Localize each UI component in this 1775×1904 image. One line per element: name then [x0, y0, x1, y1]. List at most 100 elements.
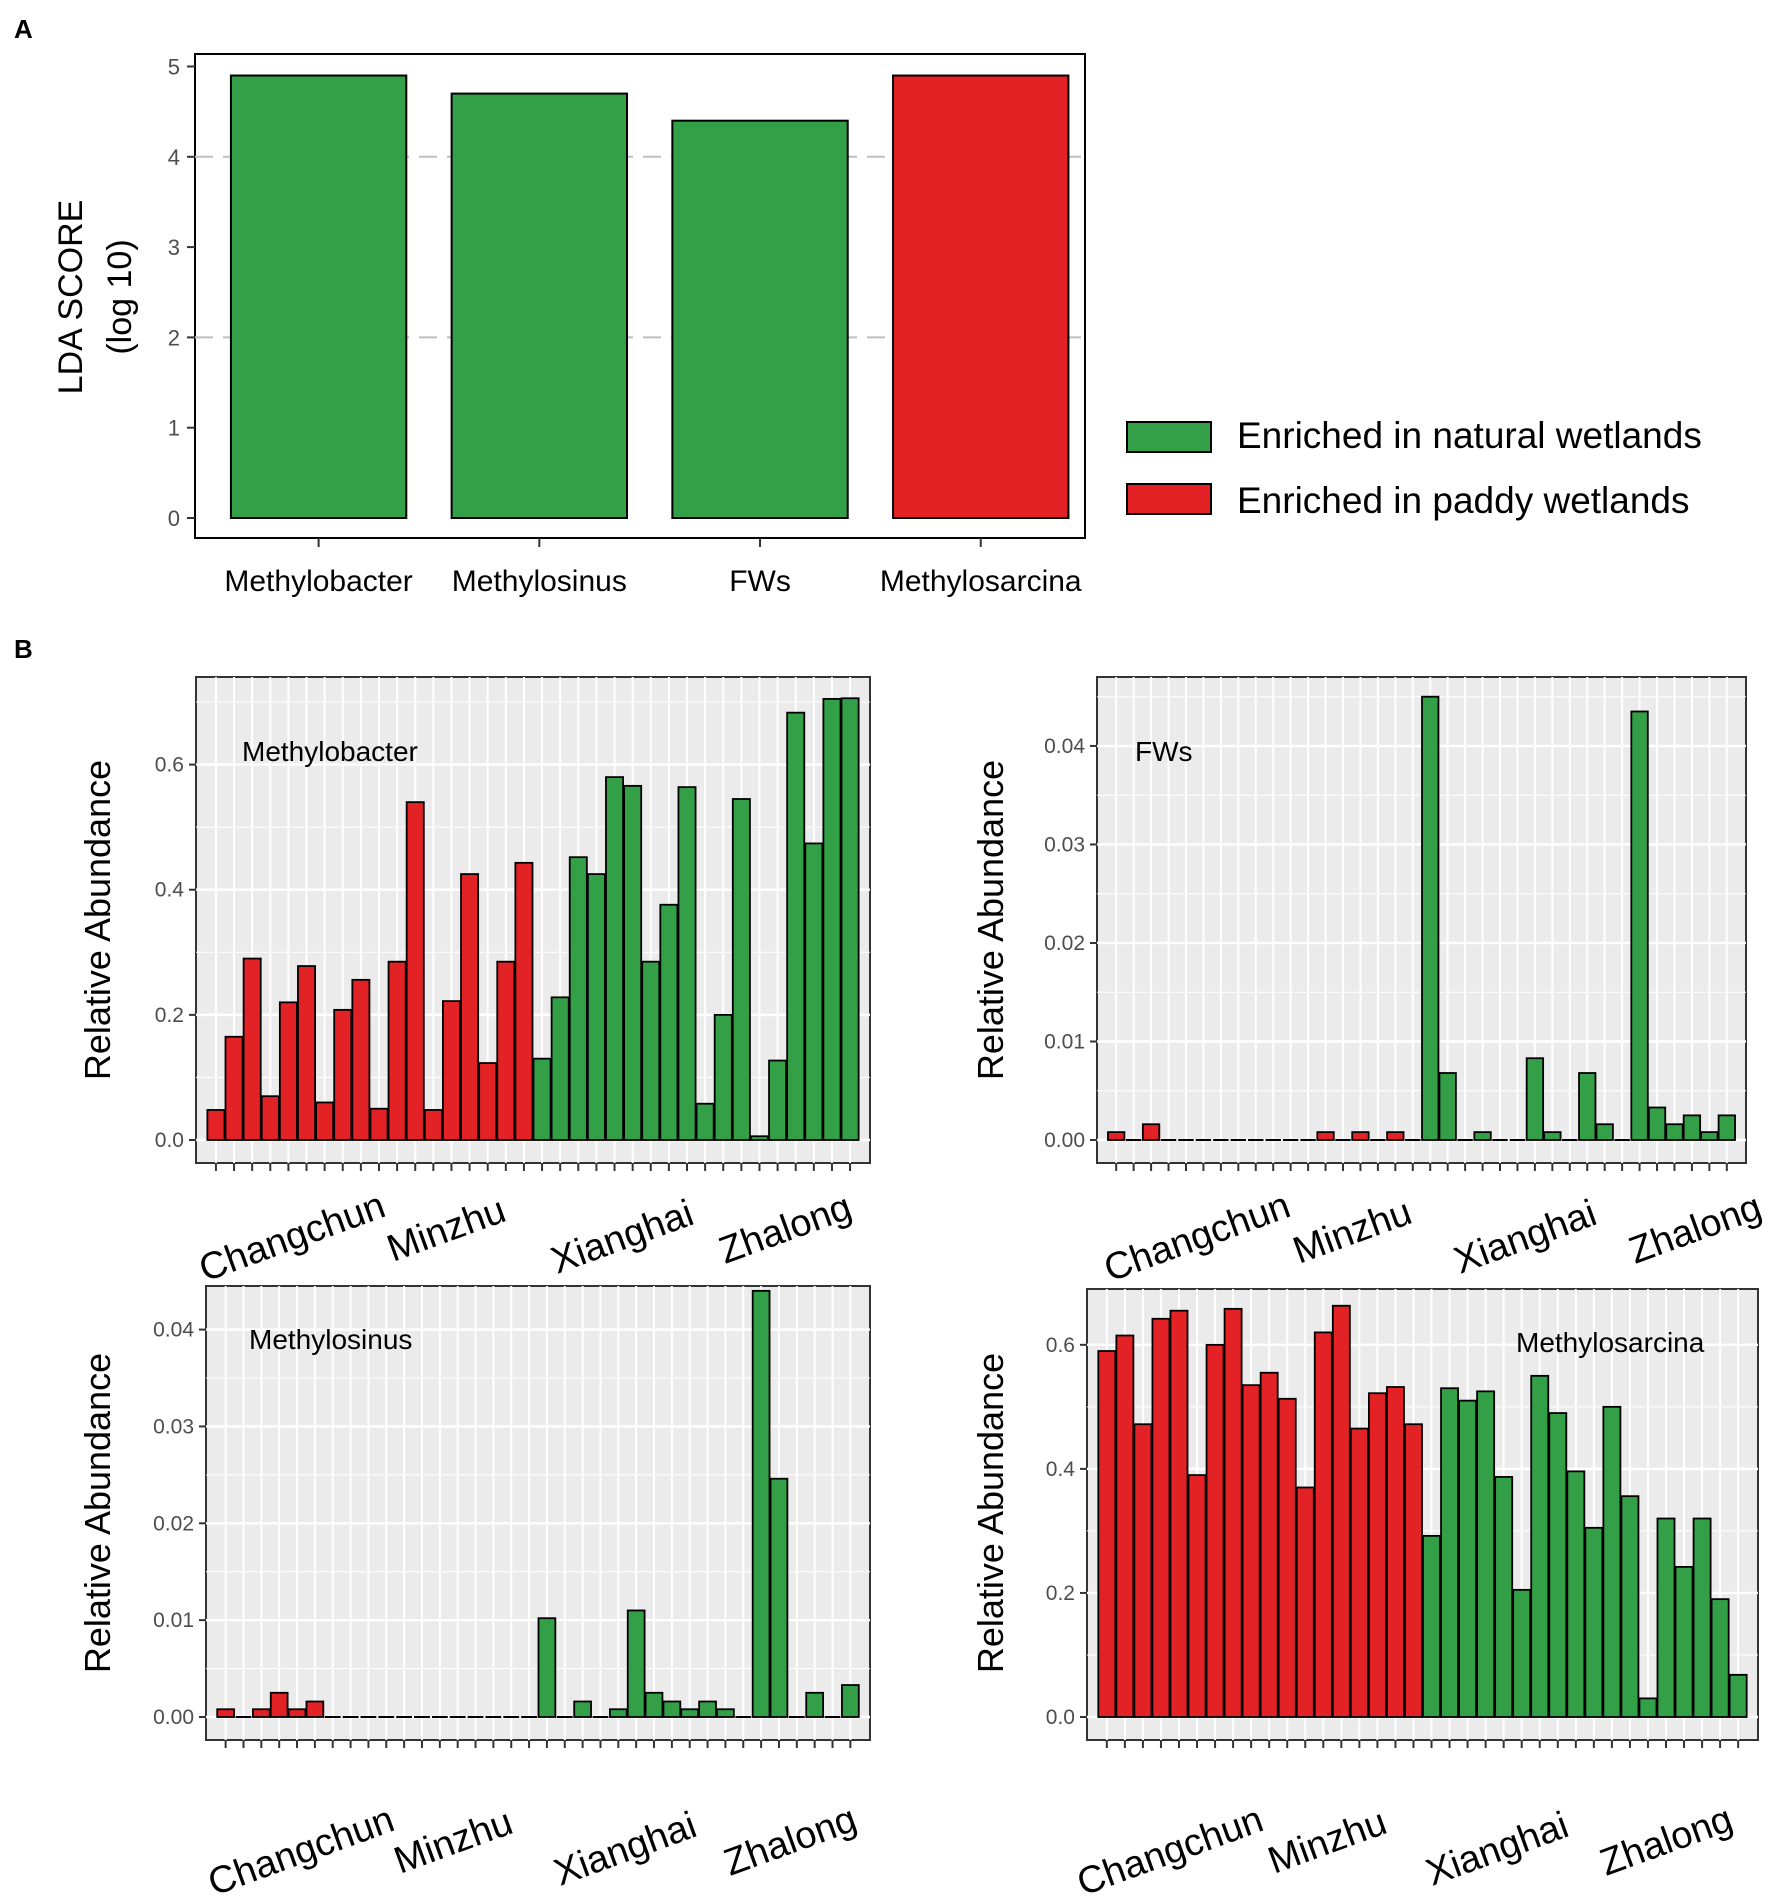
bar: [1205, 1343, 1225, 1718]
bar: [1710, 1598, 1730, 1718]
bar: [786, 711, 806, 1141]
bar: [751, 1289, 771, 1718]
bar: [1476, 1390, 1496, 1718]
bar: [698, 1700, 717, 1718]
bar: [1543, 1131, 1562, 1141]
y-tick-label: 0.01: [153, 1609, 194, 1632]
bar: [387, 960, 407, 1141]
y-tick-label: 0.00: [1044, 1129, 1085, 1152]
bar: [605, 776, 624, 1141]
y-tick-label: 0.4: [1046, 1458, 1076, 1481]
bar: [608, 1708, 628, 1718]
bar: [768, 1059, 788, 1141]
bar: [1728, 1673, 1748, 1718]
bar: [731, 798, 751, 1141]
bar: [1548, 1412, 1568, 1718]
bar: [1386, 1386, 1405, 1718]
bar: [1386, 1131, 1405, 1141]
bar: [1682, 1114, 1702, 1141]
y-tick-label: 0.2: [155, 1004, 184, 1027]
panel-b-methylosarcina: 0.0 0.2 0.4 0.6 Methylosarcina Relative Abu…: [970, 1288, 1759, 1904]
bar: [769, 1477, 789, 1718]
bar: [1316, 1131, 1335, 1141]
bar: [532, 1057, 552, 1141]
bar: [305, 1700, 325, 1718]
bar: [442, 1000, 461, 1141]
bar: [1584, 1526, 1604, 1718]
panel-a-y-axis-subtitle: (log 10): [101, 239, 139, 354]
bar: [1115, 1334, 1135, 1718]
panel-a-y-axis-title: LDA SCORE: [52, 200, 90, 395]
bar: [680, 1708, 700, 1718]
bar: [1422, 1534, 1441, 1718]
bar: [1700, 1131, 1719, 1141]
bar: [333, 1008, 353, 1141]
legend-swatch-paddy: [1126, 483, 1212, 515]
bar: [1717, 1114, 1736, 1141]
bar: [822, 697, 842, 1141]
y-tick-label: 0.02: [1044, 932, 1085, 955]
bar: [550, 996, 570, 1141]
panel-label-b: B: [14, 634, 33, 664]
bar: [626, 1609, 646, 1718]
bar-fws: [671, 119, 849, 520]
bar: [1367, 1392, 1387, 1718]
bar: [460, 873, 480, 1141]
y-tick-label: 0.01: [1044, 1030, 1085, 1053]
bar: [1259, 1371, 1279, 1718]
bar: [1620, 1495, 1640, 1718]
bar: [537, 1617, 557, 1718]
bar: [1525, 1057, 1545, 1141]
bar: [1630, 710, 1649, 1141]
y-tick-label: 0.6: [155, 754, 184, 777]
bar: [405, 801, 425, 1141]
x-tick-label: Methylosinus: [452, 565, 627, 598]
fws-panel-title: FWs: [1135, 736, 1193, 767]
x-tick-label: Methylobacter: [224, 565, 412, 598]
panel-a-lda-chart: A 0 1 2 3 4 5 Methylobacter Methylosinus FWs Meth…: [14, 14, 1702, 598]
bar: [496, 960, 516, 1141]
panel-label-a: A: [14, 14, 33, 44]
bar: [695, 1102, 715, 1141]
legend-label-natural: Enriched in natural wetlands: [1237, 415, 1702, 456]
bar: [716, 1708, 735, 1718]
y-tick-label: 0.04: [1044, 735, 1085, 758]
y-tick-label: 4: [168, 145, 180, 170]
bar: [1097, 1350, 1117, 1718]
bar: [423, 1109, 443, 1141]
bar-methylobacter: [229, 74, 408, 519]
bar: [1638, 1697, 1658, 1718]
bar: [1295, 1486, 1315, 1718]
bar: [1578, 1072, 1597, 1141]
bar: [750, 1135, 769, 1141]
bar: [804, 842, 824, 1141]
bar: [1602, 1405, 1622, 1718]
bar: [586, 873, 606, 1141]
bar: [260, 1095, 280, 1141]
methylosinus-y-axis-title: Relative Abundance: [77, 1353, 118, 1673]
y-tick-label: 0.4: [155, 879, 185, 902]
bar: [1187, 1474, 1207, 1718]
methylosarcina-marks: 0.0 0.2 0.4 0.6: [1046, 1289, 1758, 1748]
bar: [297, 965, 316, 1141]
y-tick-label: 2: [168, 325, 180, 350]
bar: [573, 1700, 592, 1718]
bar: [1674, 1565, 1694, 1718]
bar: [224, 1035, 244, 1141]
methylosarcina-panel-title: Methylosarcina: [1516, 1327, 1705, 1358]
bar: [287, 1708, 307, 1718]
bar: [315, 1101, 335, 1141]
bar-methylosarcina: [892, 74, 1070, 519]
bar: [478, 1062, 498, 1141]
bar: [1566, 1470, 1586, 1718]
y-tick-label: 3: [168, 235, 180, 260]
legend-swatch-natural: [1126, 421, 1212, 453]
bar: [278, 1001, 298, 1141]
bar: [1595, 1123, 1614, 1141]
methylosinus-marks: 0.00 0.01 0.02 0.03 0.04: [153, 1286, 870, 1748]
y-tick-label: 0.0: [1046, 1706, 1075, 1729]
panel-a-marks: 0 1 2 3 4 5 Methylobacter Methylosinus FWs Methyl…: [168, 55, 1085, 598]
bar: [1530, 1374, 1550, 1718]
bar: [1458, 1399, 1478, 1718]
